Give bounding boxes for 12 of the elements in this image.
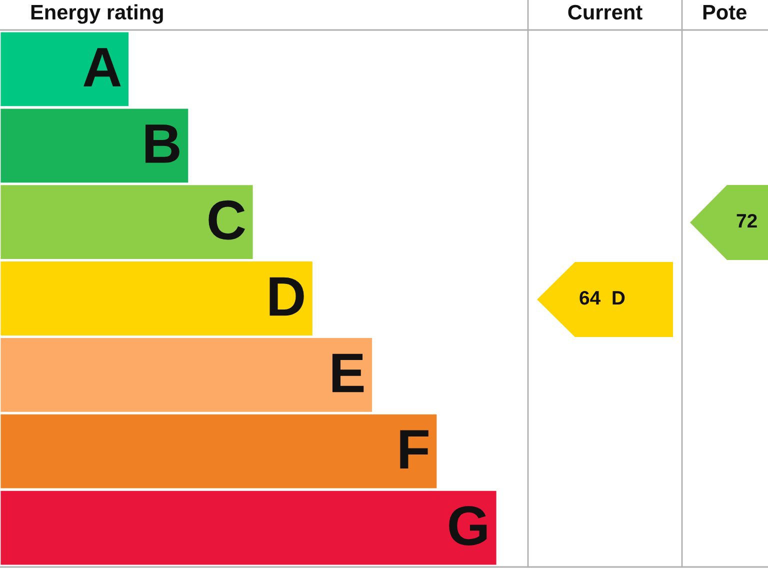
- chart-title: Energy rating: [31, 4, 163, 24]
- y-tick-label: A: [84, 48, 121, 86]
- text: Current: [568, 4, 642, 20]
- text: 72: [736, 214, 757, 228]
- y-tick-label: G: [449, 506, 487, 546]
- y-tick-label: D: [270, 277, 304, 316]
- y-tick-label: F: [400, 430, 428, 468]
- text: 64 D: [580, 290, 625, 305]
- y-tick-label: C: [208, 200, 246, 240]
- text: Pote: [703, 5, 746, 20]
- y-tick-label: B: [146, 124, 180, 163]
- y-tick-label: E: [332, 354, 364, 392]
